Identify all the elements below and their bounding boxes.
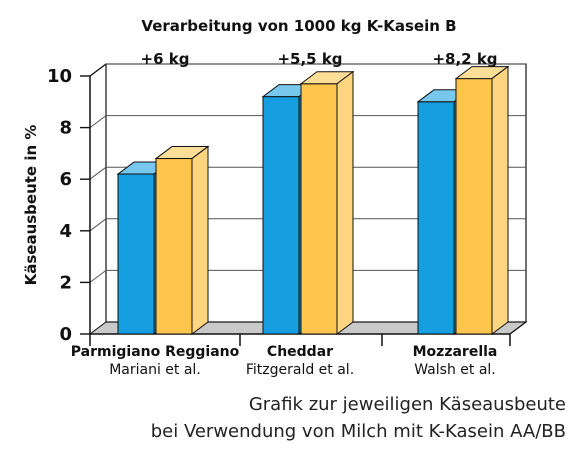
category-sublabel-0: Mariani et al. <box>109 362 201 378</box>
bar-side-series-1-category-0 <box>191 145 209 335</box>
bar-series-1-category-0 <box>155 158 193 335</box>
category-label-2: Mozzarella <box>413 344 498 360</box>
bar-side-series-1-category-1 <box>336 70 354 335</box>
difference-label-2: +8,2 kg <box>432 50 497 68</box>
y-tick-label-0: 0 <box>59 324 72 345</box>
bar-series-0-category-1 <box>262 96 300 335</box>
y-tick-label-1: 2 <box>59 272 72 293</box>
category-sublabel-1: Fitzgerald et al. <box>246 362 354 378</box>
y-tick-label-3: 6 <box>59 169 72 190</box>
category-label-0: Parmigiano Reggiano <box>71 344 240 360</box>
category-label-1: Cheddar <box>267 344 333 360</box>
difference-label-1: +5,5 kg <box>277 50 342 68</box>
chart-title: Verarbeitung von 1000 kg K-Kasein B <box>141 17 456 35</box>
y-grid-depth-3 <box>89 166 107 180</box>
y-grid-depth-1 <box>89 269 107 283</box>
caption-line-2: bei Verwendung von Milch mit K-Kasein AA… <box>151 421 566 442</box>
y-tick-label-5: 10 <box>47 66 72 87</box>
bar-series-1-category-2 <box>455 78 493 335</box>
difference-label-0: +6 kg <box>141 50 190 68</box>
x-axis-right-depth <box>509 321 527 335</box>
y-tick-label-4: 8 <box>59 118 72 139</box>
bar-side-series-1-category-2 <box>491 65 509 335</box>
bar-series-0-category-0 <box>117 173 155 335</box>
y-tick-label-2: 4 <box>59 221 72 242</box>
y-grid-depth-2 <box>89 218 107 232</box>
y-axis-top-depth <box>89 63 107 77</box>
bar-series-1-category-1 <box>300 83 338 335</box>
category-sublabel-2: Walsh et al. <box>414 362 496 378</box>
y-axis-label: Käseausbeute in % <box>22 125 40 286</box>
y-grid-depth-4 <box>89 115 107 128</box>
caption-line-1: Grafik zur jeweiligen Käseausbeute <box>249 394 566 415</box>
bar-series-0-category-2 <box>417 101 455 335</box>
